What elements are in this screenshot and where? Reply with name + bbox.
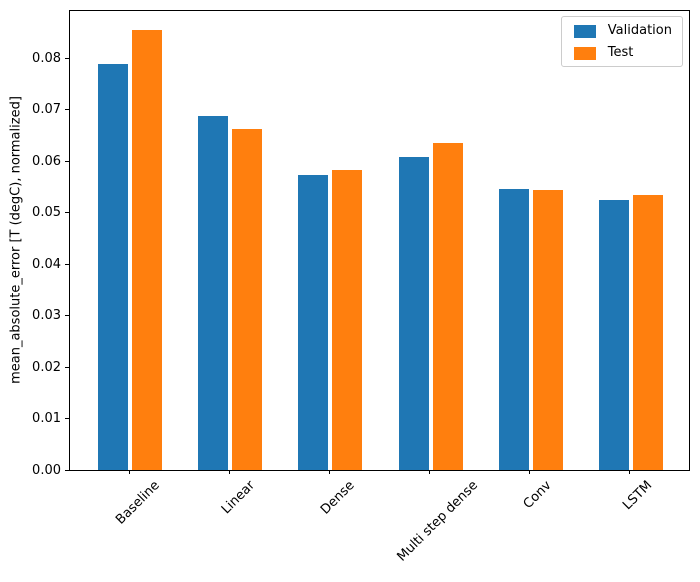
legend: Validation Test <box>560 16 683 67</box>
x-axis-tick-label: Dense <box>317 478 358 518</box>
y-axis-tick-label: 0.08 <box>32 50 61 66</box>
x-axis-tick <box>228 470 230 474</box>
x-axis-tick-label: Linear <box>218 478 258 518</box>
y-axis-tick-label: 0.05 <box>32 205 61 221</box>
x-axis-tick-label: Multi step dense <box>394 478 482 565</box>
bar-test-multi-step-dense <box>432 143 463 470</box>
legend-item-validation: Validation <box>573 23 672 38</box>
bar-validation-conv <box>498 188 529 470</box>
validation-swatch-icon <box>573 24 596 38</box>
bar-validation-linear <box>198 116 229 470</box>
x-axis-tick <box>529 470 531 474</box>
legend-label-test: Test <box>607 45 634 60</box>
y-axis-tick <box>65 160 69 162</box>
y-axis-tick <box>65 263 69 265</box>
legend-item-test: Test <box>573 45 672 60</box>
y-axis-tick <box>65 57 69 59</box>
y-axis-tick-label: 0.03 <box>32 308 61 324</box>
y-axis-tick-label: 0.02 <box>32 359 61 375</box>
y-axis-tick <box>65 315 69 317</box>
bar-test-linear <box>232 128 263 470</box>
x-axis-tick <box>328 470 330 474</box>
y-axis-tick-label: 0.00 <box>32 463 61 478</box>
x-axis-tick-label: Conv <box>520 478 555 512</box>
y-axis-tick-label: 0.07 <box>32 102 61 118</box>
x-axis-tick-label: Baseline <box>112 478 163 528</box>
x-axis-tick <box>128 470 130 474</box>
y-axis-label: mean_absolute_error [T (degC), normalize… <box>8 96 24 384</box>
test-swatch-icon <box>573 46 596 60</box>
legend-label-validation: Validation <box>607 23 672 38</box>
bar-test-baseline <box>132 30 163 470</box>
x-axis-tick <box>429 470 431 474</box>
y-axis-tick <box>65 212 69 214</box>
y-axis-tick-label: 0.04 <box>32 256 61 272</box>
x-axis-tick <box>629 470 631 474</box>
y-axis-tick-label: 0.06 <box>32 153 61 169</box>
plot-area: Validation Test <box>69 10 690 471</box>
y-axis-tick <box>65 470 69 471</box>
y-axis-tick-label: 0.01 <box>32 411 61 427</box>
y-axis-tick <box>65 418 69 420</box>
bar-validation-lstm <box>598 200 629 470</box>
bar-validation-baseline <box>98 63 129 470</box>
y-axis-tick <box>65 366 69 368</box>
x-axis-tick-label: LSTM <box>620 478 656 514</box>
bar-validation-multi-step-dense <box>398 157 429 470</box>
bar-validation-dense <box>298 174 329 470</box>
y-axis-tick <box>65 109 69 111</box>
bar-test-lstm <box>632 194 663 470</box>
bar-test-dense <box>332 169 363 470</box>
bar-test-conv <box>532 189 563 470</box>
